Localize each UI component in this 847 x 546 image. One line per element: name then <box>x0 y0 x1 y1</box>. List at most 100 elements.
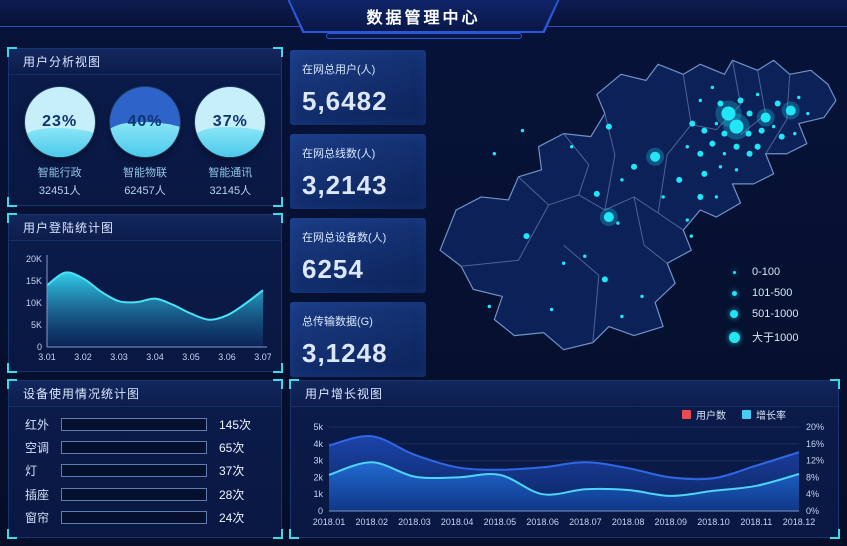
svg-text:2018.06: 2018.06 <box>526 517 559 527</box>
svg-text:3.03: 3.03 <box>110 352 128 362</box>
panel-title: 用户分析视图 <box>9 49 281 75</box>
stat-label: 在网总用户(人) <box>302 64 376 76</box>
corner-bracket <box>7 529 17 539</box>
stat-card-column: 在网总用户(人) 5,6482 在网总线数(人) 3,2143 在网总设备数(人… <box>290 50 426 377</box>
page-title: 数据管理中心 <box>366 9 481 27</box>
device-label: 插座 <box>25 487 50 502</box>
svg-text:2018.09: 2018.09 <box>655 517 688 527</box>
svg-text:0: 0 <box>37 342 42 352</box>
svg-text:2018.11: 2018.11 <box>740 517 772 527</box>
liquid-gauge: 23% <box>24 87 95 157</box>
corner-bracket <box>273 363 283 373</box>
corner-bracket <box>273 529 283 539</box>
liquid-gauge: 37% <box>195 87 266 157</box>
map-size-legend: 0-100 101-500 501-1000 大于1000 <box>728 266 799 345</box>
corner-bracket <box>7 47 17 57</box>
svg-text:3.04: 3.04 <box>146 352 164 362</box>
panel-title: 用户登陆统计图 <box>9 215 281 241</box>
stat-card-total-lines: 在网总线数(人) 3,2143 <box>290 134 426 209</box>
svg-text:2018.10: 2018.10 <box>697 517 730 527</box>
corner-bracket <box>273 213 283 223</box>
device-row-ac: 空调 65次 <box>25 439 265 456</box>
gauge-row: 23% 智能行政 32451人 40% 智能物联 62457人 37% 智能通讯 <box>9 75 281 198</box>
stat-value: 3,2143 <box>302 170 388 200</box>
svg-text:16%: 16% <box>806 439 824 449</box>
device-usage-panel: 设备使用情况统计图 红外 145次 空调 65次 灯 37次 插座 28次 <box>7 379 283 539</box>
stat-value: 3,1248 <box>302 338 388 368</box>
corner-bracket <box>7 213 17 223</box>
gauge-percent: 37% <box>212 113 248 130</box>
svg-text:2018.03: 2018.03 <box>398 517 431 527</box>
panel-title: 设备使用情况统计图 <box>9 381 281 407</box>
stat-card-total-data: 总传输数据(G) 3,1248 <box>290 302 426 377</box>
device-row-curtain: 窗帘 24次 <box>25 509 265 526</box>
gauge-iot: 40% 智能物联 62457人 <box>105 87 185 198</box>
device-bar-track <box>61 441 207 455</box>
legend-item-users[interactable]: 用户数 <box>682 407 726 422</box>
legend-dot-icon <box>728 331 740 343</box>
gauge-name: 智能通讯 <box>208 167 253 179</box>
map-svg <box>439 59 837 351</box>
device-bar-list: 红外 145次 空调 65次 灯 37次 插座 28次 窗帘 <box>9 407 281 529</box>
svg-text:5K: 5K <box>31 320 42 330</box>
growth-chart-legend: 用户数 增长率 <box>682 407 786 422</box>
corner-bracket <box>289 529 299 539</box>
svg-text:20K: 20K <box>26 254 42 264</box>
growth-area-chart: 0 1k 2k 3k 4k 5k 0% 4% 8% 12% 16% 20% 2018.01 2018.02… <box>313 422 824 527</box>
corner-bracket <box>7 363 17 373</box>
svg-text:2018.12: 2018.12 <box>783 517 816 527</box>
gauge-admin: 23% 智能行政 32451人 <box>20 87 100 198</box>
svg-text:1k: 1k <box>313 489 323 499</box>
map-legend-item: 501-1000 <box>728 308 799 320</box>
legend-dot-icon <box>730 310 738 318</box>
device-value: 65次 <box>219 441 245 456</box>
svg-text:8%: 8% <box>806 472 819 482</box>
stat-value: 6254 <box>302 254 364 284</box>
corner-bracket <box>289 379 299 389</box>
svg-text:0: 0 <box>318 506 323 516</box>
legend-swatch-cyan <box>742 410 751 419</box>
corner-bracket <box>830 529 840 539</box>
svg-text:12%: 12% <box>806 456 824 466</box>
svg-text:2k: 2k <box>313 472 323 482</box>
gauge-name: 智能物联 <box>122 167 167 179</box>
title-underline-decoration <box>325 33 522 39</box>
gauge-name: 智能行政 <box>37 167 82 179</box>
map-district-borders <box>461 60 791 343</box>
legend-item-growth-rate[interactable]: 增长率 <box>742 407 786 422</box>
gauge-comms: 37% 智能通讯 32145人 <box>190 87 270 198</box>
device-bar-track <box>61 510 207 524</box>
device-label: 灯 <box>25 464 38 479</box>
gauge-percent: 40% <box>127 113 163 130</box>
device-bar-track <box>61 418 207 432</box>
gauge-count: 32451人 <box>38 185 81 197</box>
svg-text:4k: 4k <box>313 439 323 449</box>
corner-bracket <box>273 47 283 57</box>
legend-dot-icon <box>731 290 737 296</box>
login-stats-panel: 用户登陆统计图 0 5K 10K 15K 20K 3.01 3.02 3.03 3.04 3.05… <box>7 213 283 373</box>
stat-card-total-devices: 在网总设备数(人) 6254 <box>290 218 426 293</box>
svg-text:2018.08: 2018.08 <box>612 517 645 527</box>
legend-swatch-red <box>682 410 691 419</box>
device-value: 28次 <box>219 487 245 502</box>
stat-label: 总传输数据(G) <box>302 316 373 328</box>
map-legend-item: 大于1000 <box>728 329 799 345</box>
device-row-infrared: 红外 145次 <box>25 416 265 433</box>
stat-label: 在网总设备数(人) <box>302 232 387 244</box>
province-map: 0-100 101-500 501-1000 大于1000 <box>428 44 840 376</box>
liquid-gauge: 40% <box>109 87 180 157</box>
svg-text:3.02: 3.02 <box>74 352 92 362</box>
device-label: 窗帘 <box>25 510 50 525</box>
panel-title: 用户增长视图 <box>291 381 838 407</box>
device-row-socket: 插座 28次 <box>25 486 265 503</box>
svg-text:2018.04: 2018.04 <box>441 517 474 527</box>
header: 数据管理中心 <box>0 0 847 42</box>
device-label: 红外 <box>25 418 50 433</box>
svg-text:2018.05: 2018.05 <box>484 517 517 527</box>
svg-text:3.06: 3.06 <box>218 352 236 362</box>
svg-text:3k: 3k <box>313 456 323 466</box>
svg-text:2018.07: 2018.07 <box>569 517 602 527</box>
svg-text:2018.02: 2018.02 <box>355 517 388 527</box>
svg-text:15K: 15K <box>26 276 42 286</box>
